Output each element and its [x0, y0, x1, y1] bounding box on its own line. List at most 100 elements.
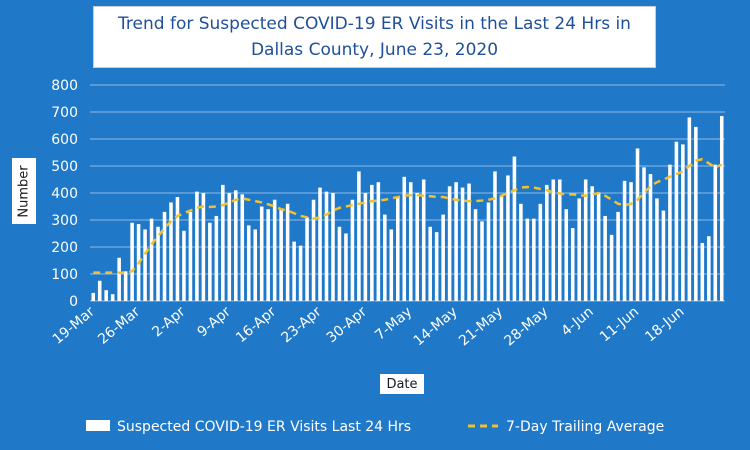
- average-line: [93, 157, 723, 274]
- bar: [221, 184, 225, 301]
- bar: [97, 280, 102, 301]
- chart-title-line-1: Trend for Suspected COVID-19 ER Visits i…: [118, 14, 631, 34]
- bar: [162, 211, 167, 301]
- bar: [447, 186, 452, 301]
- bar: [110, 294, 115, 301]
- bar: [259, 206, 264, 301]
- bar: [512, 156, 517, 301]
- bar: [337, 226, 342, 301]
- bar: [240, 194, 245, 301]
- bar: [421, 179, 426, 301]
- bar: [214, 215, 219, 301]
- bar: [305, 217, 309, 301]
- bar: [175, 197, 180, 301]
- bar: [201, 193, 206, 301]
- bar: [272, 199, 277, 301]
- x-tick-label: 21-May: [456, 304, 506, 350]
- y-tick-label: 500: [51, 159, 78, 175]
- x-tick-label: 28-May: [501, 304, 551, 350]
- bar: [441, 214, 445, 301]
- bar: [253, 229, 258, 301]
- bar: [590, 186, 594, 301]
- y-axis-label: Number: [12, 158, 36, 224]
- bar: [285, 203, 290, 301]
- bar: [713, 164, 718, 301]
- bar: [661, 210, 666, 301]
- bar: [603, 215, 607, 301]
- x-tick-label: 19-Mar: [50, 304, 98, 348]
- bar: [596, 193, 601, 301]
- legend-bar-swatch: [86, 420, 110, 431]
- bar: [629, 182, 633, 301]
- x-axis-label-text: Date: [386, 376, 418, 392]
- bar: [117, 257, 121, 301]
- y-tick-label: 100: [51, 267, 78, 283]
- bar: [454, 182, 458, 301]
- bar: [480, 221, 484, 301]
- bar: [311, 199, 316, 301]
- bar: [318, 187, 322, 301]
- bar: [408, 182, 413, 301]
- bar: [182, 230, 186, 301]
- bar: [687, 117, 692, 302]
- bar: [467, 183, 471, 301]
- bar: [246, 225, 251, 301]
- bar: [123, 271, 128, 301]
- bar: [143, 229, 147, 301]
- y-tick-labels: 0 100 200 300 400 500 600 700 800: [51, 78, 78, 310]
- x-tick-label: 11-Jun: [597, 304, 642, 346]
- bar: [694, 126, 698, 301]
- bar: [104, 290, 108, 301]
- bar: [227, 193, 232, 301]
- bar: [188, 211, 193, 301]
- bar: [370, 184, 374, 301]
- bar: [493, 171, 497, 301]
- bar: [350, 199, 355, 301]
- chart-title: Trend for Suspected COVID-19 ER Visits i…: [93, 6, 656, 68]
- bar: [635, 148, 640, 301]
- bar: [577, 198, 581, 301]
- bar: [376, 182, 381, 301]
- bar: [707, 236, 711, 301]
- bar: [130, 222, 134, 301]
- bars: [91, 116, 724, 302]
- bar: [519, 203, 523, 301]
- y-tick-label: 800: [51, 78, 78, 94]
- bar: [331, 193, 335, 301]
- bar: [681, 144, 685, 301]
- y-axis-label-text: Number: [16, 164, 32, 218]
- bar: [532, 218, 536, 301]
- bar: [298, 245, 303, 301]
- bar: [525, 218, 530, 301]
- bar: [719, 116, 724, 301]
- bar: [570, 228, 575, 301]
- x-tick-label: 9-Apr: [195, 304, 234, 341]
- x-tick-label: 18-Jun: [642, 304, 687, 346]
- bar: [357, 171, 361, 301]
- bar: [91, 292, 96, 301]
- x-tick-label: 7-May: [372, 304, 415, 344]
- legend-bar-label: Suspected COVID-19 ER Visits Last 24 Hrs: [117, 419, 411, 435]
- bar: [655, 198, 659, 301]
- bar: [545, 184, 549, 301]
- y-tick-label: 400: [51, 186, 78, 202]
- x-tick-label: 2-Apr: [149, 304, 188, 341]
- bar: [622, 180, 627, 301]
- y-tick-label: 200: [51, 240, 78, 256]
- x-tick-label: 26-Mar: [95, 304, 143, 348]
- bar: [564, 209, 569, 301]
- bar: [396, 197, 400, 301]
- y-tick-label: 600: [51, 132, 78, 148]
- bar: [674, 141, 679, 301]
- bar: [700, 242, 705, 301]
- y-tick-label: 700: [51, 105, 78, 121]
- x-tick-label: 4-Jun: [558, 304, 596, 340]
- bar: [234, 190, 238, 301]
- bar: [169, 202, 173, 301]
- x-tick-label: 23-Apr: [278, 304, 324, 346]
- trailing-average: [93, 157, 723, 274]
- y-tick-label: 0: [69, 294, 78, 310]
